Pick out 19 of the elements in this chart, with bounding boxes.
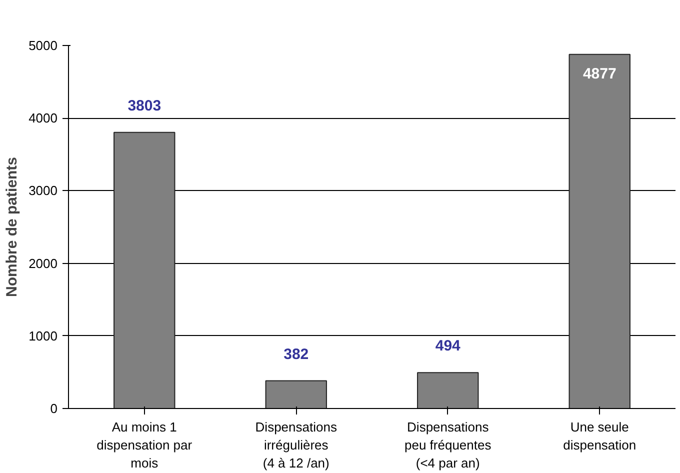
y-axis-title: Nombre de patients	[4, 156, 21, 298]
x-tick-label: Une seule dispensation	[563, 420, 636, 452]
data-label: 3803	[128, 97, 162, 114]
data-label: 4877	[582, 65, 616, 82]
y-tick-label: 1000	[28, 328, 58, 344]
bar	[265, 380, 327, 408]
x-tick-label: Au moins 1 dispensation par mois	[96, 420, 193, 470]
y-tick-label: 3000	[28, 183, 58, 198]
x-tick-label: Dispensations irrégulières (4 à 12 /an)	[255, 420, 338, 470]
y-tick-label: 4000	[28, 110, 58, 126]
bar	[114, 132, 176, 408]
data-label: 494	[435, 338, 462, 355]
y-tick-label: 5000	[28, 38, 58, 53]
bar	[417, 372, 479, 408]
data-label: 382	[284, 346, 309, 363]
y-tick-label: 2000	[28, 256, 58, 271]
bar	[568, 54, 630, 408]
x-tick-label: Dispensations peu fréquentes (<4 par an)	[404, 420, 492, 470]
y-tick-label: 0	[50, 401, 58, 416]
